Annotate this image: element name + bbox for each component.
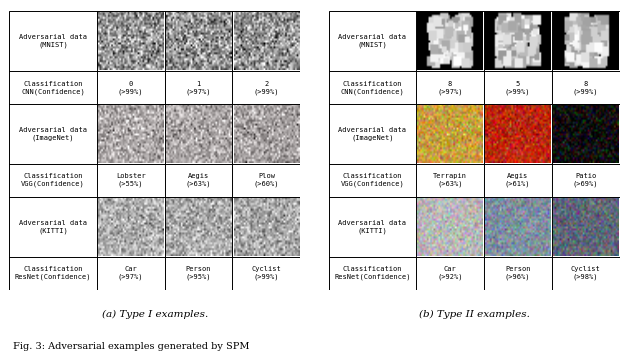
Text: Classification
CNN(Confidence): Classification CNN(Confidence) <box>341 81 404 94</box>
Text: (a) Type I examples.: (a) Type I examples. <box>102 310 208 319</box>
Text: Cyclist
(>99%): Cyclist (>99%) <box>252 266 281 281</box>
Text: (b) Type II examples.: (b) Type II examples. <box>419 310 530 319</box>
Text: 1
(>97%): 1 (>97%) <box>186 81 211 94</box>
Text: Car
(>97%): Car (>97%) <box>118 266 143 281</box>
Text: 8
(>99%): 8 (>99%) <box>573 81 598 94</box>
Text: Adversarial data
(KITTI): Adversarial data (KITTI) <box>19 220 87 234</box>
Text: 5
(>99%): 5 (>99%) <box>505 81 530 94</box>
Text: Person
(>96%): Person (>96%) <box>505 266 530 281</box>
Text: Patio
(>69%): Patio (>69%) <box>573 173 598 188</box>
Text: Adversarial data
(ImageNet): Adversarial data (ImageNet) <box>19 127 87 141</box>
Text: 8
(>97%): 8 (>97%) <box>437 81 463 94</box>
Text: Classification
ResNet(Confidence): Classification ResNet(Confidence) <box>334 266 411 281</box>
Text: 0
(>99%): 0 (>99%) <box>118 81 143 94</box>
Text: Classification
CNN(Confidence): Classification CNN(Confidence) <box>21 81 85 94</box>
Text: Terrapin
(>63%): Terrapin (>63%) <box>433 173 467 188</box>
Text: Classification
VGG(Confidence): Classification VGG(Confidence) <box>21 173 85 188</box>
Text: 2
(>99%): 2 (>99%) <box>254 81 279 94</box>
Text: Aegis
(>63%): Aegis (>63%) <box>186 173 211 188</box>
Text: Lobster
(>55%): Lobster (>55%) <box>116 173 145 188</box>
Text: Fig. 3: Adversarial examples generated by SPM: Fig. 3: Adversarial examples generated b… <box>13 342 249 351</box>
Text: Classification
ResNet(Confidence): Classification ResNet(Confidence) <box>15 266 91 281</box>
Text: Person
(>95%): Person (>95%) <box>186 266 211 281</box>
Text: Adversarial data
(MNIST): Adversarial data (MNIST) <box>19 34 87 48</box>
Text: Car
(>92%): Car (>92%) <box>437 266 463 281</box>
Text: Adversarial data
(ImageNet): Adversarial data (ImageNet) <box>338 127 406 141</box>
Text: Adversarial data
(KITTI): Adversarial data (KITTI) <box>338 220 406 234</box>
Text: Cyclist
(>98%): Cyclist (>98%) <box>571 266 600 281</box>
Text: Adversarial data
(MNIST): Adversarial data (MNIST) <box>338 34 406 48</box>
Text: Plow
(>60%): Plow (>60%) <box>254 173 279 188</box>
Text: Classification
VGG(Confidence): Classification VGG(Confidence) <box>341 173 404 188</box>
Text: Aegis
(>61%): Aegis (>61%) <box>505 173 530 188</box>
